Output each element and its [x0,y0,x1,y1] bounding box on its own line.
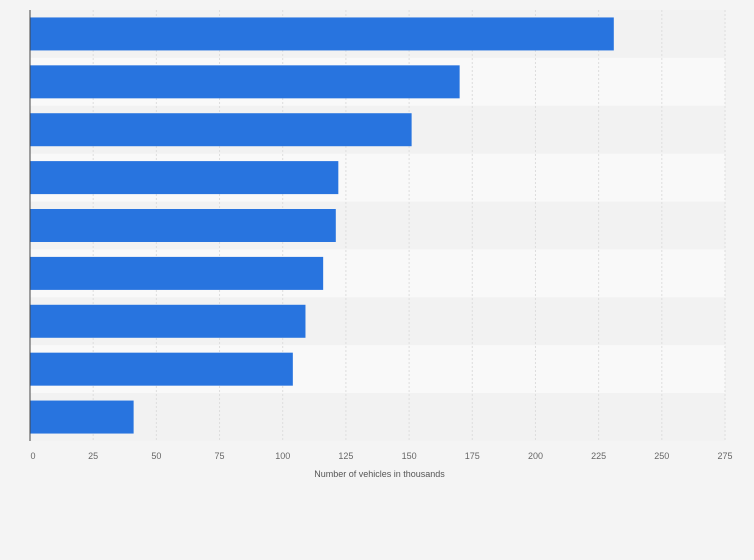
bar[interactable] [30,65,460,99]
bar[interactable] [30,400,134,434]
x-tick-label: 25 [88,451,98,461]
bar-series [30,17,614,434]
x-axis-ticks: 0 25 50 75 100 125 150 175 200 225 250 275 [30,451,732,461]
x-tick-label: 50 [151,451,161,461]
bar[interactable] [30,17,614,51]
x-tick-label: 0 [30,451,35,461]
bar[interactable] [30,256,324,290]
x-tick-label: 225 [591,451,606,461]
x-tick-label: 100 [275,451,290,461]
x-tick-label: 250 [654,451,669,461]
x-tick-label: 200 [528,451,543,461]
bar[interactable] [30,209,336,242]
x-axis-title: Number of vehicles in thousands [314,469,445,479]
x-tick-label: 175 [465,451,480,461]
bar[interactable] [30,113,412,147]
x-tick-label: 275 [717,451,732,461]
x-tick-label: 125 [338,451,353,461]
bar[interactable] [30,352,293,386]
bar[interactable] [30,304,306,338]
bar[interactable] [30,161,339,195]
x-tick-label: 75 [215,451,225,461]
x-tick-label: 150 [402,451,417,461]
row-band [30,393,725,441]
